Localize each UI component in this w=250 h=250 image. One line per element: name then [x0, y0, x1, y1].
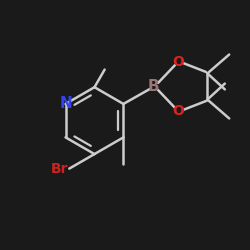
Text: O: O [172, 55, 184, 69]
Text: Br: Br [50, 162, 68, 175]
Text: N: N [59, 96, 72, 112]
Text: O: O [172, 104, 184, 118]
Text: B: B [148, 79, 160, 94]
